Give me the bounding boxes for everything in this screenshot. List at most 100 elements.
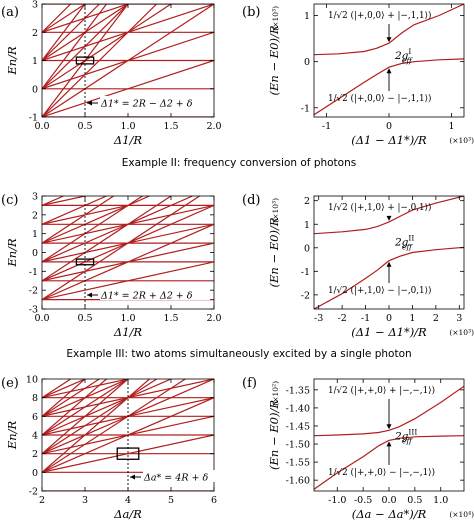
- resonance-annotation: Δa* = 4R + δ: [143, 473, 208, 484]
- annotation-arrow-head: [87, 292, 92, 298]
- x-tick-label: 0.0: [34, 313, 49, 324]
- x-axis-unit: (×10⁴): [449, 510, 474, 519]
- x-tick-label: 0.5: [77, 313, 92, 324]
- resonance-annotation: Δ1* = 2R − Δ2 + δ: [100, 99, 193, 110]
- series-group: [314, 196, 464, 309]
- y-tick-label: -2: [29, 286, 38, 297]
- x-axis-unit: (×10³): [449, 136, 474, 145]
- series-line-12: [42, 223, 214, 301]
- y-tick-label: 10: [26, 375, 38, 386]
- series-line-20: [42, 196, 143, 263]
- upper-state-label: 1/√2 (|+,0,0⟩ + |−,1,1⟩): [328, 10, 432, 21]
- y-tick-label: 0: [32, 248, 38, 259]
- x-tick-label: 6: [211, 495, 217, 506]
- x-tick-label: 1.0: [433, 495, 448, 506]
- upper-gap-arrow-head: [386, 215, 392, 221]
- y-axis-label: (En − E0)/R: [267, 217, 281, 287]
- series-line-0: [314, 196, 464, 235]
- x-axis-label: (Δa − Δa*)/R: [352, 507, 427, 521]
- x-tick-label: 0.0: [34, 121, 49, 132]
- chart-panel-a: (a) 0.0 0.5 1.0 1.5 2.0 -1 0 1 2 3 Δ1/R En/R Δ1* = 2R…: [1, 0, 222, 147]
- y-tick-label: 0: [32, 84, 38, 95]
- series-line-22: [42, 379, 129, 455]
- series-line-16: [42, 196, 107, 225]
- y-tick-label: -1: [29, 267, 38, 278]
- x-tick-label: 1: [448, 121, 454, 132]
- series-line-15: [42, 379, 86, 399]
- example-ii-title: Example II: frequency conversion of phot…: [122, 157, 356, 169]
- y-tick-label: 8: [32, 393, 38, 404]
- series-group: [42, 4, 214, 117]
- annotation-backdrop: [100, 288, 210, 300]
- x-axis-label: Δa/R: [113, 507, 142, 521]
- lower-state-label: 1/√2 (|+,0,0⟩ − |−,1,1⟩): [328, 93, 432, 104]
- x-tick-label: 1.5: [163, 313, 178, 324]
- lower-state-label: 1/√2 (|+,+,0⟩ − |−,−,1⟩): [328, 467, 435, 478]
- gap-label-sup: II: [408, 233, 414, 242]
- series-line-17: [42, 196, 64, 206]
- series-line-20: [42, 379, 72, 399]
- series-line-15: [42, 4, 100, 61]
- resonance-annotation: Δ1* = 2R + Δ2 + δ: [100, 291, 193, 302]
- upper-gap-arrow-head: [386, 37, 392, 43]
- series-line-10: [42, 4, 172, 90]
- x-tick-label: 1.0: [120, 121, 135, 132]
- series-line-21: [42, 379, 150, 473]
- x-tick-label: -1.0: [328, 495, 346, 506]
- y-axis-label: En/R: [5, 46, 19, 76]
- upper-state-label: 1/√2 (|+,+,0⟩ + |−,−,1⟩): [328, 385, 435, 396]
- x-tick-label: -2: [337, 313, 346, 324]
- series-line-1: [314, 58, 464, 116]
- series-line-23: [42, 379, 107, 436]
- x-tick-label: -1: [322, 121, 331, 132]
- y-tick-label: -1.35: [286, 385, 310, 396]
- panel-tag: (b): [242, 5, 260, 20]
- upper-state-label: 1/√2 (|+,1,0⟩ + |−,0,1⟩): [328, 202, 432, 213]
- zoom-box: [75, 258, 95, 266]
- x-tick-label: 4: [125, 495, 131, 506]
- panel-tag: (d): [242, 193, 260, 208]
- y-tick-label: -1: [301, 103, 310, 114]
- x-tick-label: 0.0: [381, 495, 396, 506]
- y-tick-label: -3: [29, 305, 38, 316]
- chart-panel-b: (b)-1 0 1-101(Δ1 − Δ1*)/R (×10³)(En − E0)/R…: [242, 3, 474, 147]
- y-tick-label: 0: [32, 468, 38, 479]
- x-tick-label: 2.0: [206, 313, 221, 324]
- y-axis-unit: (×10³): [271, 198, 280, 223]
- series-line-1: [314, 246, 464, 309]
- series-line-11: [42, 196, 86, 206]
- zoom-box: [116, 447, 140, 460]
- series-line-5: [42, 59, 214, 117]
- upper-gap-arrow-head: [386, 424, 392, 430]
- y-tick-label: 2: [32, 210, 38, 221]
- chart-panel-c: (c) 0.0 0.5 1.0 1.5 2.0 -3 -2 -1 0 1 2 3 Δ1/R En/R Δ1* …: [1, 192, 222, 340]
- series-line-18: [42, 379, 129, 436]
- y-axis-label: En/R: [5, 238, 19, 268]
- y-tick-label: 3: [32, 192, 38, 203]
- x-axis-label: Δ1/R: [113, 325, 142, 339]
- example-iii-title: Example III: two atoms simultaneously ex…: [66, 348, 411, 360]
- x-tick-label: 2: [39, 495, 45, 506]
- x-axis-label: Δ1/R: [113, 133, 142, 147]
- zoom-box: [75, 56, 95, 65]
- x-tick-label: 5: [168, 495, 174, 506]
- gap-label-sub: eff: [402, 242, 413, 251]
- series-line-13: [42, 4, 158, 117]
- y-axis-label: (En − E0)/R: [267, 400, 281, 470]
- x-tick-label: 3: [82, 495, 88, 506]
- series-line-6: [42, 261, 214, 301]
- y-tick-label: -2: [301, 290, 310, 301]
- series-line-1: [314, 435, 464, 490]
- y-tick-label: 2: [32, 449, 38, 460]
- y-axis-label: En/R: [5, 420, 19, 450]
- y-tick-label: 3: [32, 0, 38, 11]
- y-tick-label: 1: [304, 11, 310, 22]
- series-line-14: [42, 196, 193, 263]
- x-tick-label: 1: [409, 313, 415, 324]
- series-group: [314, 4, 464, 116]
- y-tick-label: 4: [32, 431, 38, 442]
- lower-gap-arrow-head: [386, 68, 392, 74]
- y-tick-label: -1.45: [286, 421, 310, 432]
- gap-label-sub: eff: [402, 56, 413, 65]
